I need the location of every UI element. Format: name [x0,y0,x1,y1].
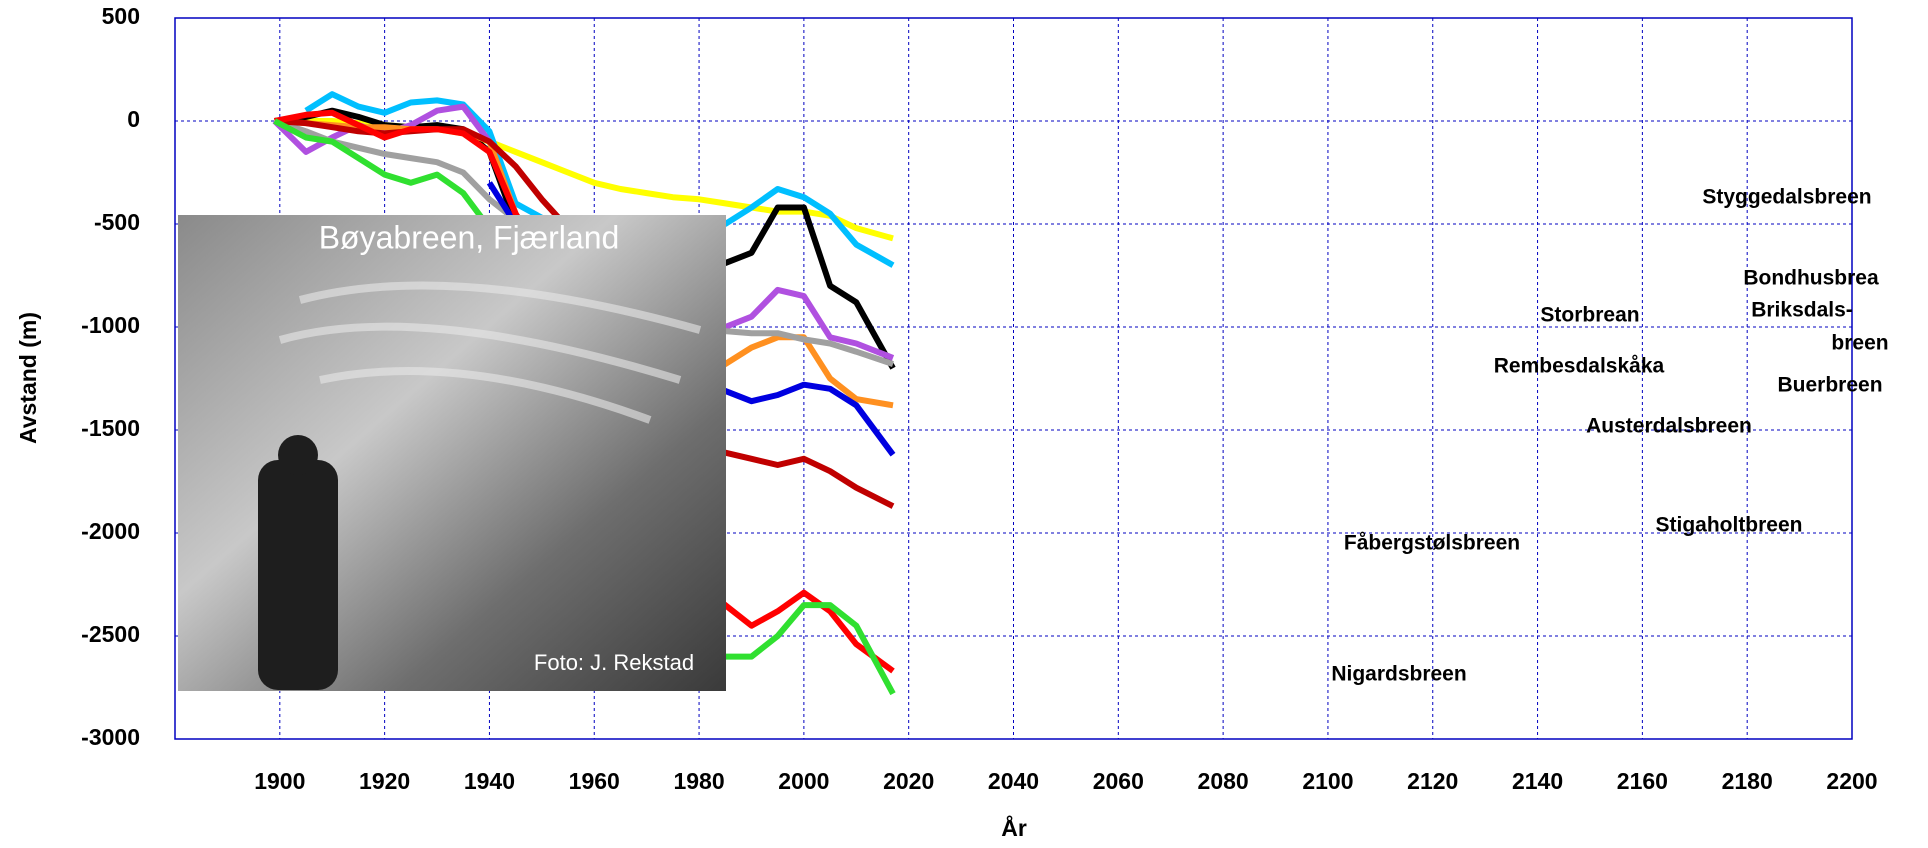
x-tick-label: 1980 [673,768,724,794]
x-tick-label: 2060 [1093,768,1144,794]
photo-figure-head [278,435,318,475]
annotation: Buerbreen [1777,374,1882,397]
photo-credit: Foto: J. Rekstad [534,650,694,675]
annotation: Stigaholtbreen [1655,514,1802,537]
photo: Bøyabreen, Fjærland Foto: J. Rekstad [178,215,726,691]
annotation: breen [1831,332,1888,355]
y-tick-label: 0 [127,106,140,132]
annotation: Rembesdalskåka [1494,355,1665,378]
x-tick-label: 2140 [1512,768,1563,794]
photo-detail [278,281,702,424]
x-tick-label: 2160 [1617,768,1668,794]
annotation: Briksdals- [1751,299,1853,322]
y-tick-label: -2500 [81,621,140,647]
x-tick-label: 2020 [883,768,934,794]
x-tick-label: 1940 [464,768,515,794]
x-tick-label: 1900 [254,768,305,794]
x-tick-label: 1920 [359,768,410,794]
annotation: Austerdalsbreen [1586,415,1752,438]
y-axis-label: Avstand (m) [15,312,41,444]
photo-caption: Bøyabreen, Fjærland [319,219,620,255]
y-tick-label: -3000 [81,724,140,750]
x-tick-label: 2080 [1198,768,1249,794]
x-tick-label: 2180 [1722,768,1773,794]
y-tick-label: 500 [102,3,140,29]
annotation: Fåbergstølsbreen [1344,532,1520,555]
x-tick-label: 2040 [988,768,1039,794]
y-tick-label: -1000 [81,312,140,338]
annotation: Styggedalsbreen [1702,186,1871,209]
y-tick-label: -2000 [81,518,140,544]
photo-figure [258,460,338,690]
x-tick-label: 1960 [569,768,620,794]
x-tick-label: 2200 [1826,768,1877,794]
x-tick-label: 2100 [1302,768,1353,794]
annotation: Bondhusbrea [1743,267,1879,290]
x-tick-label: 2120 [1407,768,1458,794]
annotation: Storbrean [1540,304,1639,327]
annotation: Nigardsbreen [1331,663,1466,686]
labels: Styggedalsbreen Bondhusbrea Briksdals-bree… [1331,186,1888,686]
x-tick-label: 2000 [778,768,829,794]
y-tick-label: -1500 [81,415,140,441]
x-axis-label: År [1001,814,1027,841]
y-tick-label: -500 [94,209,140,235]
